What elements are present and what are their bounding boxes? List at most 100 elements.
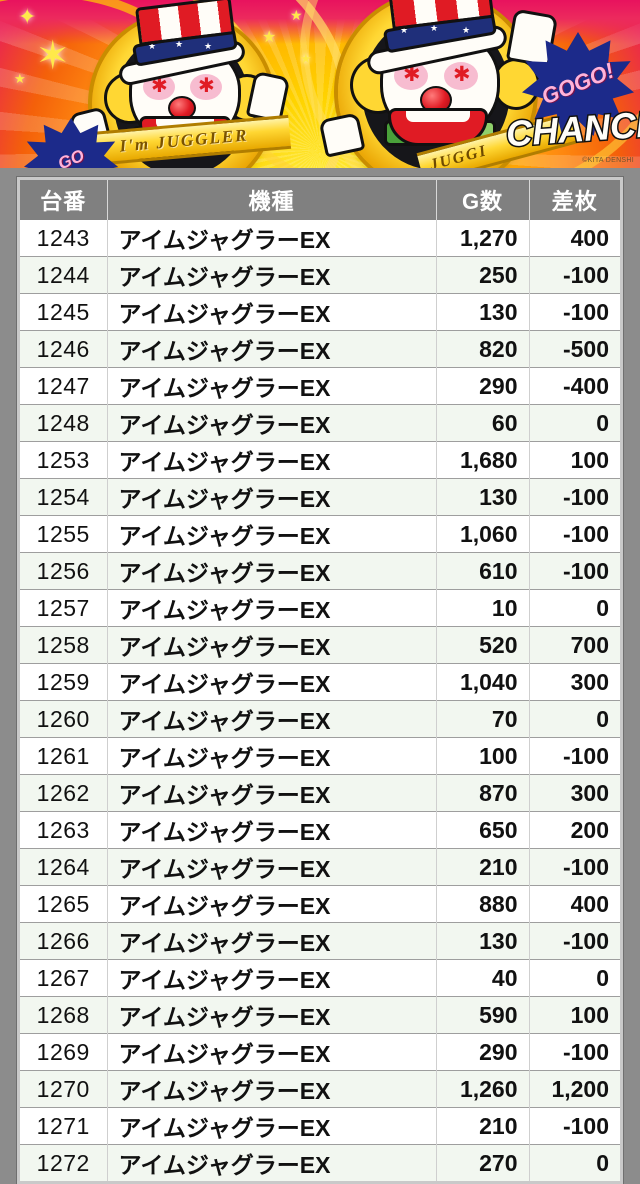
cell-coin-diff: 0 bbox=[529, 1144, 620, 1181]
table-row[interactable]: 1244 アイムジャグラーEX 250 -100 bbox=[20, 256, 620, 294]
table-row[interactable]: 1261 アイムジャグラーEX 100 -100 bbox=[20, 737, 620, 775]
table-row[interactable]: 1265 アイムジャグラーEX 880 400 bbox=[20, 885, 620, 923]
table-row[interactable]: 1264 アイムジャグラーEX 210 -100 bbox=[20, 848, 620, 886]
cell-coin-diff: 100 bbox=[529, 441, 620, 479]
cell-game-count: 130 bbox=[436, 293, 530, 331]
cell-coin-diff: -100 bbox=[529, 1107, 620, 1145]
table-row[interactable]: 1262 アイムジャグラーEX 870 300 bbox=[20, 774, 620, 812]
table-row[interactable]: 1246 アイムジャグラーEX 820 -500 bbox=[20, 330, 620, 368]
cell-model: アイムジャグラーEX bbox=[107, 330, 437, 368]
clown-eye-patch-right bbox=[444, 62, 478, 90]
table-row[interactable]: 1248 アイムジャグラーEX 60 0 bbox=[20, 404, 620, 442]
cell-machine-no: 1268 bbox=[20, 996, 108, 1034]
sparkle-icon: ★ bbox=[300, 51, 312, 66]
table-body: 1243 アイムジャグラーEX 1,270 400 1244 アイムジャグラーEX 250-… bbox=[20, 220, 620, 1181]
cell-game-count: 610 bbox=[436, 552, 530, 590]
cell-machine-no: 1270 bbox=[20, 1070, 108, 1108]
table-header: 台番 機種 G数 差枚 bbox=[20, 180, 620, 220]
cell-game-count: 1,060 bbox=[436, 515, 530, 553]
table-row[interactable]: 1272 アイムジャグラーEX 270 0 bbox=[20, 1144, 620, 1181]
column-header-machine-no[interactable]: 台番 bbox=[20, 180, 108, 220]
table-row[interactable]: 1271 アイムジャグラーEX 210 -100 bbox=[20, 1107, 620, 1145]
cell-machine-no: 1258 bbox=[20, 626, 108, 664]
cell-game-count: 1,040 bbox=[436, 663, 530, 701]
clown-teeth bbox=[406, 111, 470, 122]
cell-game-count: 130 bbox=[436, 922, 530, 960]
cell-model: アイムジャグラーEX bbox=[107, 848, 437, 886]
cell-game-count: 650 bbox=[436, 811, 530, 849]
cell-machine-no: 1255 bbox=[20, 515, 108, 553]
cell-model: アイムジャグラーEX bbox=[107, 367, 437, 405]
cell-coin-diff: 300 bbox=[529, 663, 620, 701]
cell-game-count: 1,680 bbox=[436, 441, 530, 479]
table-row[interactable]: 1263 アイムジャグラーEX 650 200 bbox=[20, 811, 620, 849]
clown-glove-right bbox=[318, 112, 366, 158]
hat-star-icon: ★ bbox=[462, 25, 471, 35]
table-row[interactable]: 1258 アイムジャグラーEX 520 700 bbox=[20, 626, 620, 664]
table-header-row: 台番 機種 G数 差枚 bbox=[20, 180, 620, 220]
cell-coin-diff: -100 bbox=[529, 552, 620, 590]
cell-coin-diff: 0 bbox=[529, 589, 620, 627]
cell-game-count: 820 bbox=[436, 330, 530, 368]
cell-machine-no: 1260 bbox=[20, 700, 108, 738]
table-row[interactable]: 1267 アイムジャグラーEX 40 0 bbox=[20, 959, 620, 997]
cell-game-count: 210 bbox=[436, 1107, 530, 1145]
column-header-model[interactable]: 機種 bbox=[107, 180, 437, 220]
table-row[interactable]: 1260 アイムジャグラーEX 70 0 bbox=[20, 700, 620, 738]
cell-model: アイムジャグラーEX bbox=[107, 737, 437, 775]
cell-coin-diff: -100 bbox=[529, 478, 620, 516]
cell-coin-diff: 1,200 bbox=[529, 1070, 620, 1108]
cell-model: アイムジャグラーEX bbox=[107, 1033, 437, 1071]
cell-game-count: 250 bbox=[436, 256, 530, 294]
cell-model: アイムジャグラーEX bbox=[107, 1070, 437, 1108]
cell-coin-diff: -500 bbox=[529, 330, 620, 368]
cell-coin-diff: -100 bbox=[529, 293, 620, 331]
table-row[interactable]: 1245 アイムジャグラーEX 130 -100 bbox=[20, 293, 620, 331]
cell-game-count: 210 bbox=[436, 848, 530, 886]
table-row[interactable]: 1259 アイムジャグラーEX 1,040 300 bbox=[20, 663, 620, 701]
table-row[interactable]: 1256 アイムジャグラーEX 610 -100 bbox=[20, 552, 620, 590]
cell-coin-diff: -100 bbox=[529, 848, 620, 886]
cell-game-count: 880 bbox=[436, 885, 530, 923]
sparkle-icon: ✦ bbox=[18, 4, 37, 29]
cell-game-count: 40 bbox=[436, 959, 530, 997]
cell-machine-no: 1256 bbox=[20, 552, 108, 590]
table-row[interactable]: 1257 アイムジャグラーEX 10 0 bbox=[20, 589, 620, 627]
cell-model: アイムジャグラーEX bbox=[107, 774, 437, 812]
cell-game-count: 130 bbox=[436, 478, 530, 516]
cell-machine-no: 1253 bbox=[20, 441, 108, 479]
table-row[interactable]: 1247 アイムジャグラーEX 290 -400 bbox=[20, 367, 620, 405]
cell-model: アイムジャグラーEX bbox=[107, 293, 437, 331]
table-row[interactable]: 1253 アイムジャグラーEX 1,680 100 bbox=[20, 441, 620, 479]
table-row[interactable]: 1255 アイムジャグラーEX 1,060 -100 bbox=[20, 515, 620, 553]
juggler-banner: ✦ ✶ ✶ ★ ★ ★ ★ ★ ✱ ✱ ★ ★ ★ ✱ ✱ ★ ★ ★ bbox=[0, 0, 640, 168]
cell-coin-diff: -100 bbox=[529, 515, 620, 553]
cell-game-count: 520 bbox=[436, 626, 530, 664]
table-row[interactable]: 1266 アイムジャグラーEX 130 -100 bbox=[20, 922, 620, 960]
cell-model: アイムジャグラーEX bbox=[107, 626, 437, 664]
table-row[interactable]: 1269 アイムジャグラーEX 290 -100 bbox=[20, 1033, 620, 1071]
cell-coin-diff: -100 bbox=[529, 737, 620, 775]
cell-model: アイムジャグラーEX bbox=[107, 922, 437, 960]
cell-machine-no: 1259 bbox=[20, 663, 108, 701]
table-row[interactable]: 1254 アイムジャグラーEX 130 -100 bbox=[20, 478, 620, 516]
cell-coin-diff: 200 bbox=[529, 811, 620, 849]
cell-coin-diff: 100 bbox=[529, 996, 620, 1034]
cell-model: アイムジャグラーEX bbox=[107, 885, 437, 923]
table-row[interactable]: 1270 アイムジャグラーEX 1,260 1,200 bbox=[20, 1070, 620, 1108]
cell-machine-no: 1245 bbox=[20, 293, 108, 331]
garland-arc-decoration bbox=[300, 0, 640, 168]
table-row[interactable]: 1243 アイムジャグラーEX 1,270 400 bbox=[20, 220, 620, 257]
column-header-game-count[interactable]: G数 bbox=[436, 180, 530, 220]
cell-game-count: 70 bbox=[436, 700, 530, 738]
column-header-coin-diff[interactable]: 差枚 bbox=[529, 180, 620, 220]
gogo-label: GOGO! bbox=[537, 57, 618, 110]
cell-coin-diff: 300 bbox=[529, 774, 620, 812]
cell-model: アイムジャグラーEX bbox=[107, 589, 437, 627]
cell-game-count: 290 bbox=[436, 367, 530, 405]
cell-game-count: 10 bbox=[436, 589, 530, 627]
clown-mouth-right bbox=[388, 108, 488, 146]
cell-machine-no: 1264 bbox=[20, 848, 108, 886]
cell-model: アイムジャグラーEX bbox=[107, 811, 437, 849]
table-row[interactable]: 1268 アイムジャグラーEX 590 100 bbox=[20, 996, 620, 1034]
